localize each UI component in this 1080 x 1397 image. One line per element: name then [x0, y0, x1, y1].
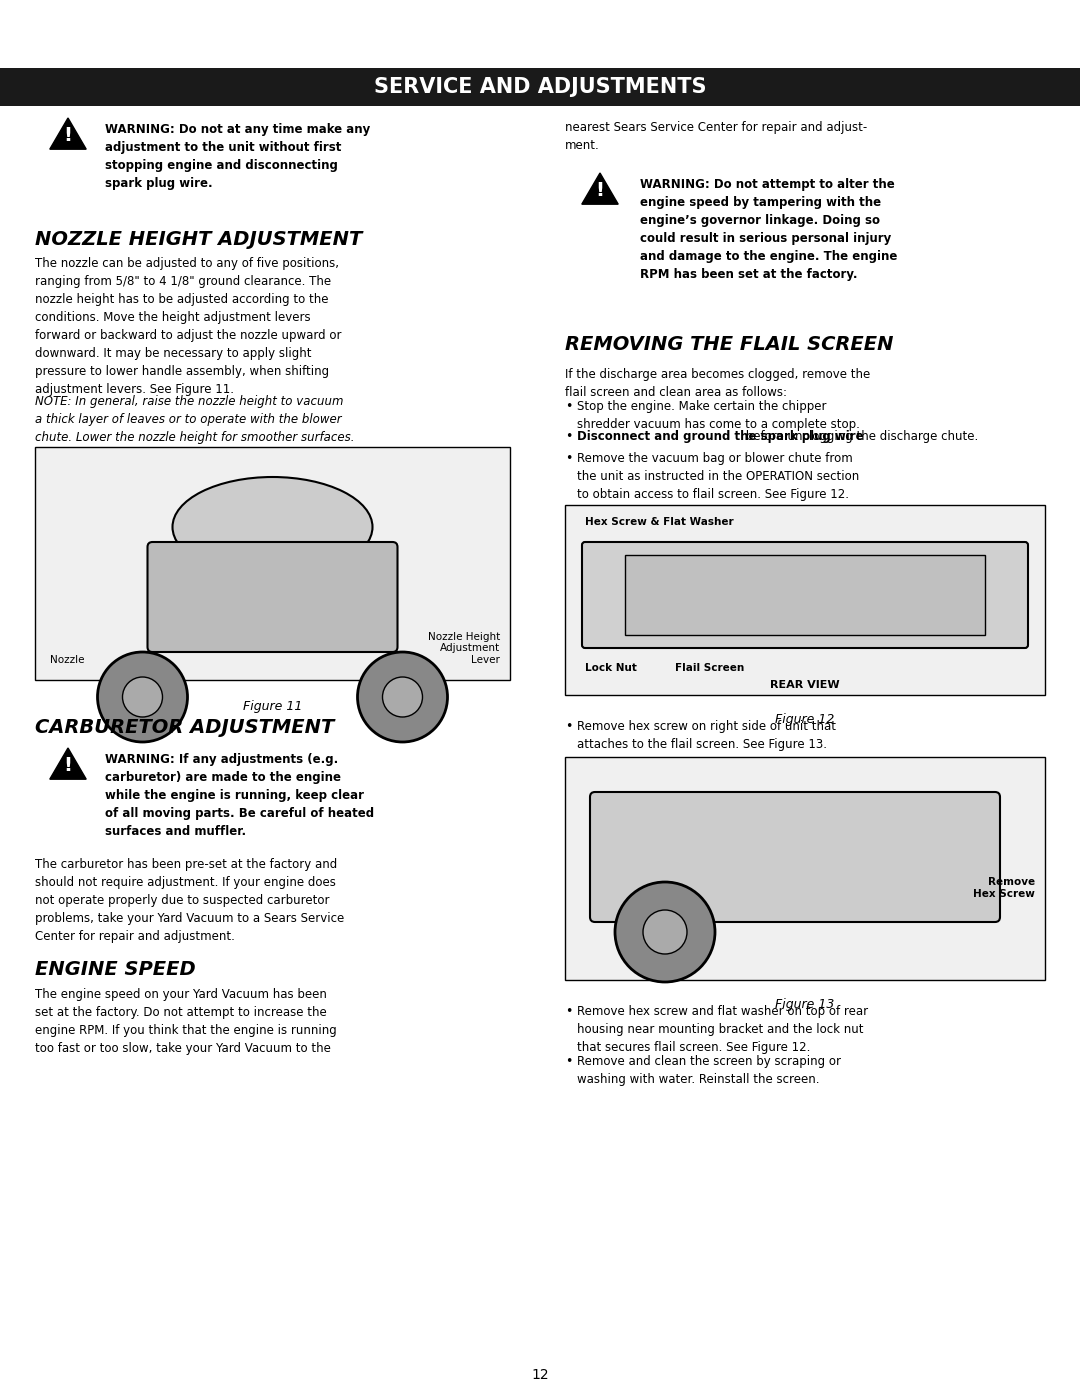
- FancyBboxPatch shape: [625, 555, 985, 636]
- Circle shape: [357, 652, 447, 742]
- Text: Flail Screen: Flail Screen: [675, 664, 744, 673]
- Circle shape: [643, 909, 687, 954]
- Text: !: !: [64, 126, 72, 145]
- Text: The carburetor has been pre-set at the factory and
should not require adjustment: The carburetor has been pre-set at the f…: [35, 858, 345, 943]
- Text: The engine speed on your Yard Vacuum has been
set at the factory. Do not attempt: The engine speed on your Yard Vacuum has…: [35, 988, 337, 1055]
- Text: NOTE: In general, raise the nozzle height to vacuum
a thick layer of leaves or t: NOTE: In general, raise the nozzle heigh…: [35, 395, 354, 444]
- Text: !: !: [64, 756, 72, 775]
- Text: WARNING: Do not at any time make any
adjustment to the unit without first
stoppi: WARNING: Do not at any time make any adj…: [105, 123, 370, 190]
- Text: Figure 11: Figure 11: [243, 700, 302, 712]
- Text: REAR VIEW: REAR VIEW: [770, 680, 840, 690]
- Text: Stop the engine. Make certain the chipper
shredder vacuum has come to a complete: Stop the engine. Make certain the chippe…: [577, 400, 860, 432]
- Text: WARNING: If any adjustments (e.g.
carburetor) are made to the engine
while the e: WARNING: If any adjustments (e.g. carbur…: [105, 753, 374, 838]
- Text: •: •: [565, 719, 572, 733]
- Text: 12: 12: [531, 1368, 549, 1382]
- Text: SERVICE AND ADJUSTMENTS: SERVICE AND ADJUSTMENTS: [374, 77, 706, 96]
- Polygon shape: [50, 747, 86, 780]
- FancyBboxPatch shape: [590, 792, 1000, 922]
- FancyBboxPatch shape: [148, 542, 397, 652]
- Text: Figure 13: Figure 13: [775, 997, 835, 1011]
- Text: WARNING: Do not attempt to alter the
engine speed by tampering with the
engine’s: WARNING: Do not attempt to alter the eng…: [640, 177, 897, 281]
- Text: nearest Sears Service Center for repair and adjust-
ment.: nearest Sears Service Center for repair …: [565, 122, 867, 152]
- Text: Lock Nut: Lock Nut: [585, 664, 637, 673]
- Text: Remove and clean the screen by scraping or
washing with water. Reinstall the scr: Remove and clean the screen by scraping …: [577, 1055, 841, 1085]
- Text: NOZZLE HEIGHT ADJUSTMENT: NOZZLE HEIGHT ADJUSTMENT: [35, 231, 362, 249]
- Text: •: •: [565, 1004, 572, 1018]
- Text: REMOVING THE FLAIL SCREEN: REMOVING THE FLAIL SCREEN: [565, 335, 893, 353]
- Text: Remove hex screw on right side of unit that
attaches to the flail screen. See Fi: Remove hex screw on right side of unit t…: [577, 719, 836, 752]
- Text: •: •: [565, 430, 572, 443]
- FancyBboxPatch shape: [565, 504, 1045, 694]
- Text: Nozzle Height
Adjustment
Lever: Nozzle Height Adjustment Lever: [428, 631, 500, 665]
- Circle shape: [615, 882, 715, 982]
- Text: •: •: [565, 400, 572, 414]
- Text: before unclogging the discharge chute.: before unclogging the discharge chute.: [742, 430, 978, 443]
- Text: Figure 12: Figure 12: [775, 712, 835, 726]
- FancyBboxPatch shape: [0, 68, 1080, 106]
- Polygon shape: [582, 173, 618, 204]
- Text: •: •: [565, 453, 572, 465]
- Ellipse shape: [173, 476, 373, 577]
- Circle shape: [122, 678, 162, 717]
- Text: The nozzle can be adjusted to any of five positions,
ranging from 5/8" to 4 1/8": The nozzle can be adjusted to any of fiv…: [35, 257, 341, 395]
- Polygon shape: [50, 117, 86, 149]
- Text: Remove
Hex Screw: Remove Hex Screw: [973, 877, 1035, 898]
- Circle shape: [97, 652, 188, 742]
- Text: Remove the vacuum bag or blower chute from
the unit as instructed in the OPERATI: Remove the vacuum bag or blower chute fr…: [577, 453, 860, 502]
- Text: !: !: [595, 180, 605, 200]
- Text: Nozzle: Nozzle: [50, 655, 84, 665]
- FancyBboxPatch shape: [582, 542, 1028, 648]
- Text: ENGINE SPEED: ENGINE SPEED: [35, 960, 195, 979]
- Text: Hex Screw & Flat Washer: Hex Screw & Flat Washer: [585, 517, 733, 527]
- Text: Disconnect and ground the spark plug wire: Disconnect and ground the spark plug wir…: [577, 430, 864, 443]
- FancyBboxPatch shape: [35, 447, 510, 680]
- Text: [Lawn Mower
Figure 11]: [Lawn Mower Figure 11]: [231, 549, 314, 577]
- Text: If the discharge area becomes clogged, remove the
flail screen and clean area as: If the discharge area becomes clogged, r…: [565, 367, 870, 400]
- Text: •: •: [565, 1055, 572, 1067]
- FancyBboxPatch shape: [565, 757, 1045, 981]
- Circle shape: [382, 678, 422, 717]
- Text: CARBURETOR ADJUSTMENT: CARBURETOR ADJUSTMENT: [35, 718, 334, 738]
- Text: Remove hex screw and flat washer on top of rear
housing near mounting bracket an: Remove hex screw and flat washer on top …: [577, 1004, 868, 1053]
